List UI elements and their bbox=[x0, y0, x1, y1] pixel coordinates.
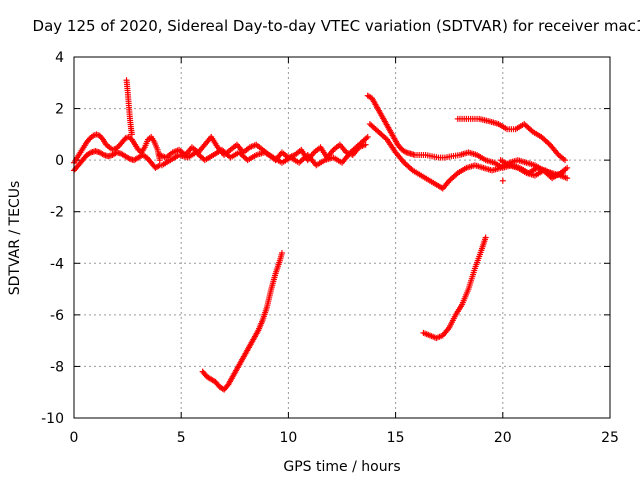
data-point bbox=[128, 131, 135, 138]
x-tick-label: 5 bbox=[177, 430, 186, 446]
y-tick-label: -2 bbox=[50, 205, 64, 221]
data-point bbox=[98, 135, 105, 142]
x-tick-label: 10 bbox=[279, 430, 297, 446]
data-point bbox=[364, 133, 371, 140]
y-tick-label: -4 bbox=[50, 256, 64, 272]
data-point bbox=[561, 157, 568, 164]
grid bbox=[74, 57, 610, 418]
x-tick-label: 0 bbox=[70, 430, 79, 446]
data-point bbox=[278, 249, 285, 256]
y-tick-label: 0 bbox=[55, 153, 64, 169]
x-tick-label: 25 bbox=[601, 430, 619, 446]
data-point bbox=[564, 175, 571, 182]
chart-title: Day 125 of 2020, Sidereal Day-to-day VTE… bbox=[33, 17, 640, 35]
x-tick-label: 20 bbox=[494, 430, 512, 446]
data-point bbox=[362, 141, 369, 148]
data-point bbox=[564, 164, 571, 171]
y-axis-label: SDTVAR / TECUs bbox=[7, 181, 23, 296]
plot-frame bbox=[73, 56, 611, 419]
data-point bbox=[156, 157, 163, 164]
x-axis-label: GPS time / hours bbox=[283, 459, 400, 475]
y-tick-label: -6 bbox=[50, 308, 64, 324]
data-point bbox=[499, 177, 506, 184]
y-tick-label: -10 bbox=[41, 411, 64, 427]
data-point bbox=[482, 234, 489, 241]
x-tick-label: 15 bbox=[387, 430, 405, 446]
data-points bbox=[71, 77, 571, 393]
y-tick-label: 2 bbox=[55, 102, 64, 118]
y-tick-label: -8 bbox=[50, 359, 64, 375]
y-tick-label: 4 bbox=[55, 50, 64, 66]
